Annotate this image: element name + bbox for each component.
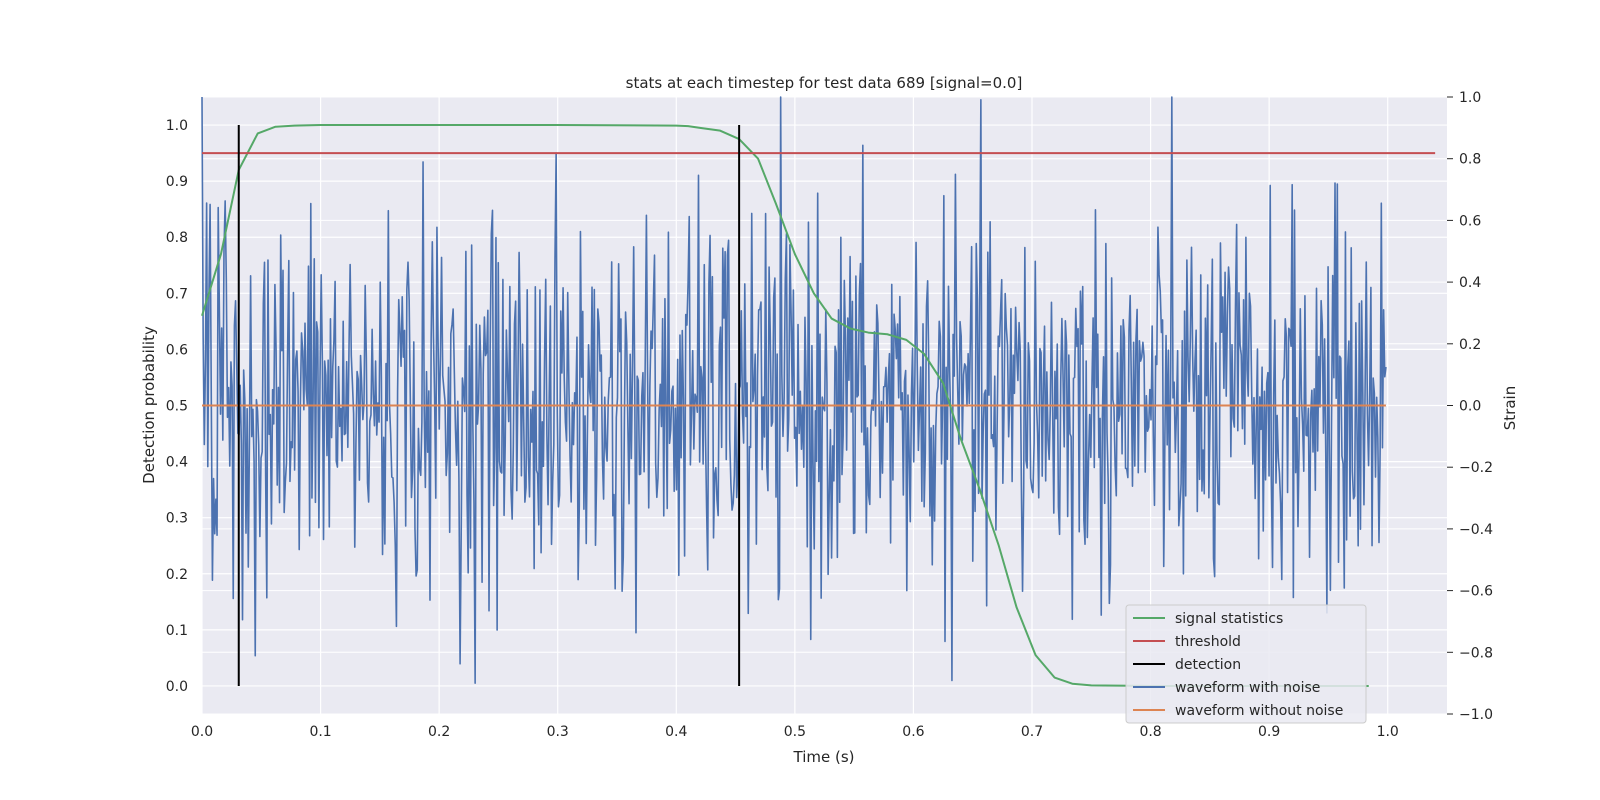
series-signal-statistics [201, 124, 1369, 687]
y-tick-label: 0.1 [166, 623, 188, 639]
series-waveform-with-noise [201, 96, 1387, 684]
y2-tick-label: −1.0 [1459, 707, 1493, 723]
y-tick-label: 0.4 [166, 455, 188, 471]
legend-item: detection [1133, 657, 1241, 673]
legend-label: waveform with noise [1175, 680, 1320, 696]
legend: signal statistics threshold detection wa… [1125, 604, 1367, 724]
x-tick-label: 0.6 [902, 724, 924, 740]
y2-tick-label: 0.6 [1459, 213, 1481, 229]
legend-item: waveform with noise [1133, 680, 1320, 696]
x-tick-label: 0.1 [309, 724, 331, 740]
legend-label: waveform without noise [1175, 703, 1343, 719]
y2-tick-label: −0.2 [1459, 460, 1493, 476]
x-tick-label: 0.3 [547, 724, 569, 740]
y2-tick-label: 0.0 [1459, 399, 1481, 415]
x-tick-label: 0.9 [1258, 724, 1280, 740]
legend-label: detection [1175, 657, 1241, 673]
y2-tick-label: −0.6 [1459, 584, 1493, 600]
y2-tick-label: −0.4 [1459, 522, 1493, 538]
legend-item: waveform without noise [1133, 703, 1343, 719]
y-axis-label: Detection probability [140, 326, 158, 484]
y-tick-label: 0.2 [166, 567, 188, 583]
y2-tick-label: 1.0 [1459, 90, 1481, 106]
y-tick-label: 0.3 [166, 511, 188, 527]
legend-item: threshold [1133, 634, 1241, 650]
y-tick-label: 0.7 [166, 286, 188, 302]
x-tick-label: 0.4 [665, 724, 687, 740]
y-tick-label: 0.8 [166, 230, 188, 246]
x-tick-label: 0.5 [784, 724, 806, 740]
x-axis-label: Time (s) [793, 748, 855, 766]
y-tick-label: 0.6 [166, 342, 188, 358]
y2-tick-label: −0.8 [1459, 645, 1493, 661]
x-tick-label: 1.0 [1377, 724, 1399, 740]
series-layer [201, 96, 1436, 687]
legend-box [1125, 604, 1367, 724]
y2-tick-label: 0.8 [1459, 152, 1481, 168]
x-tick-label: 0.0 [191, 724, 213, 740]
y2-tick-label: 0.2 [1459, 337, 1481, 353]
x-tick-label: 0.8 [1139, 724, 1161, 740]
chart-title: stats at each timestep for test data 689… [626, 74, 1023, 92]
legend-label: threshold [1175, 634, 1241, 650]
y-tick-label: 0.0 [166, 679, 188, 695]
x-tick-label: 0.2 [428, 724, 450, 740]
tick-labels: 0.0 0.1 0.2 0.3 0.4 0.5 0.6 0.7 0.8 0.9 1.0 0.0 0.1 0… [166, 90, 1493, 740]
y-tick-label: 0.5 [166, 399, 188, 415]
y-tick-label: 1.0 [166, 118, 188, 134]
y-tick-label: 0.9 [166, 174, 188, 190]
legend-label: signal statistics [1175, 611, 1283, 627]
legend-item: signal statistics [1133, 611, 1283, 627]
y2-tick-label: 0.4 [1459, 275, 1481, 291]
x-tick-label: 0.7 [1021, 724, 1043, 740]
y2-axis-label: Strain [1501, 386, 1519, 430]
